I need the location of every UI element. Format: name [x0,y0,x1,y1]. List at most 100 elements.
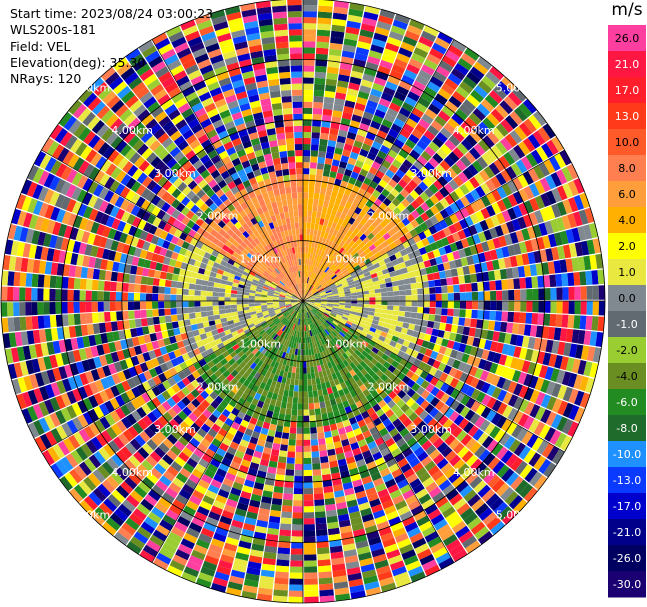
range-gate [374,559,389,570]
range-gate [303,355,307,362]
range-gate [575,344,584,359]
range-gate [395,577,412,588]
range-gate [585,315,593,331]
range-gate [331,24,346,33]
range-gate [319,193,326,201]
range-gate [312,290,319,295]
range-gate [561,418,574,435]
range-gate [290,560,303,567]
range-gate [410,199,420,210]
range-gate [529,404,541,418]
range-gate [454,369,464,380]
range-gate [335,260,342,267]
range-gate [501,210,512,223]
range-gate [438,246,447,256]
range-gate [295,451,303,459]
range-gate [323,102,334,110]
range-gate [402,254,410,262]
range-gate [326,307,333,311]
range-gate [505,267,514,279]
range-gate [598,285,605,300]
range-gate [308,278,312,285]
range-gate [393,118,405,128]
range-gate [507,244,516,257]
range-gate [276,559,290,567]
range-gate [451,113,464,126]
range-gate [309,168,317,175]
range-gate [470,273,478,283]
range-gate [345,332,352,339]
range-gate [158,286,165,294]
range-gate [360,376,368,384]
range-gate [502,391,513,405]
range-gate [514,479,529,495]
range-gate [424,161,435,173]
range-gate [351,522,364,532]
range-gate [437,263,445,272]
range-gate [331,385,338,393]
range-gate [341,438,350,447]
range-gate [170,308,177,315]
range-gate [354,160,364,169]
range-gate [104,270,112,281]
range-gate [371,228,380,237]
range-gate [282,493,293,501]
range-gate [379,283,387,289]
range-gate [133,301,141,310]
range-gate [448,516,463,529]
range-gate [303,288,305,295]
range-gate [315,377,321,385]
range-gate [378,526,392,537]
range-gate [285,377,291,385]
range-gate [372,553,387,564]
range-gate [308,303,315,307]
range-gate [568,286,575,300]
range-gate [432,152,444,164]
range-gate [435,239,444,249]
range-gate [164,315,172,323]
range-gate [315,321,320,328]
range-gate [342,400,350,408]
range-gate [446,357,456,367]
range-gate [537,127,551,143]
range-gate [271,497,283,506]
range-gate [486,439,499,453]
range-gate [306,324,310,331]
range-gate [510,162,523,177]
range-gate [339,296,346,299]
range-gate [591,270,599,285]
range-gate [432,272,441,280]
range-gate [322,330,328,337]
range-gate [366,530,380,540]
range-gate [410,336,418,344]
range-gate [332,320,339,326]
range-gate [402,35,418,47]
range-gate [350,292,358,296]
range-gate [230,293,237,298]
range-gate [355,379,364,387]
range-gate [458,317,466,326]
range-gate [381,53,396,64]
range-gate [303,439,311,446]
range-gate [327,220,333,228]
range-gate [329,314,336,319]
range-gate [458,275,466,284]
range-gate [345,350,352,358]
range-gate [464,274,472,284]
range-gate [469,476,483,489]
range-gate [315,274,320,281]
range-gate [509,111,523,126]
range-gate [416,170,427,181]
range-gate [352,235,360,243]
range-gate [303,445,311,452]
range-gate [406,213,416,223]
range-gate [290,415,297,422]
range-gate [457,229,467,240]
range-gate [459,292,467,301]
range-gate [481,271,490,282]
range-gate [248,301,255,304]
range-gate [275,400,282,408]
range-gate [444,407,455,419]
range-gate [473,480,487,494]
range-gate [474,222,484,234]
